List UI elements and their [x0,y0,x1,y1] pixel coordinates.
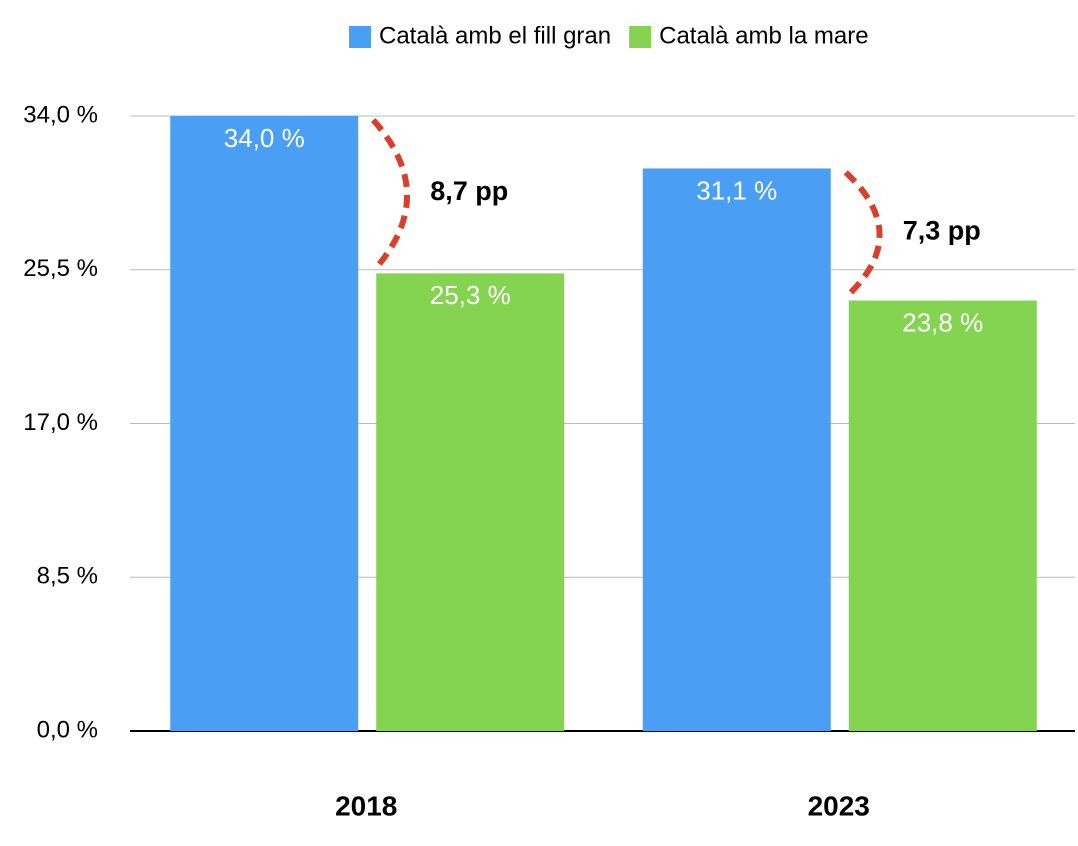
y-tick-label: 34,0 % [23,101,98,128]
y-tick-label: 0,0 % [37,716,98,743]
value-label: 25,3 % [430,280,511,310]
bar [642,168,831,732]
y-tick-label: 25,5 % [23,255,98,282]
value-label: 34,0 % [224,123,305,153]
annotation: 8,7 pp [430,176,508,206]
annotation: 7,3 pp [903,216,981,246]
bar [848,300,1037,731]
value-label: 31,1 % [696,175,777,205]
y-tick-label: 17,0 % [23,409,98,436]
x-tick-label: 2023 [808,790,870,821]
difference-arc [371,118,410,268]
legend-label: Català amb la mare [659,22,868,49]
bar [170,116,359,731]
legend-swatch [629,26,652,48]
bar [376,273,565,731]
difference-arc [843,170,883,295]
x-tick-label: 2018 [335,790,397,821]
legend-label: Català amb el fill gran [379,22,611,49]
legend-swatch [349,26,371,48]
y-tick-label: 8,5 % [37,563,98,590]
value-label: 23,8 % [902,307,983,337]
